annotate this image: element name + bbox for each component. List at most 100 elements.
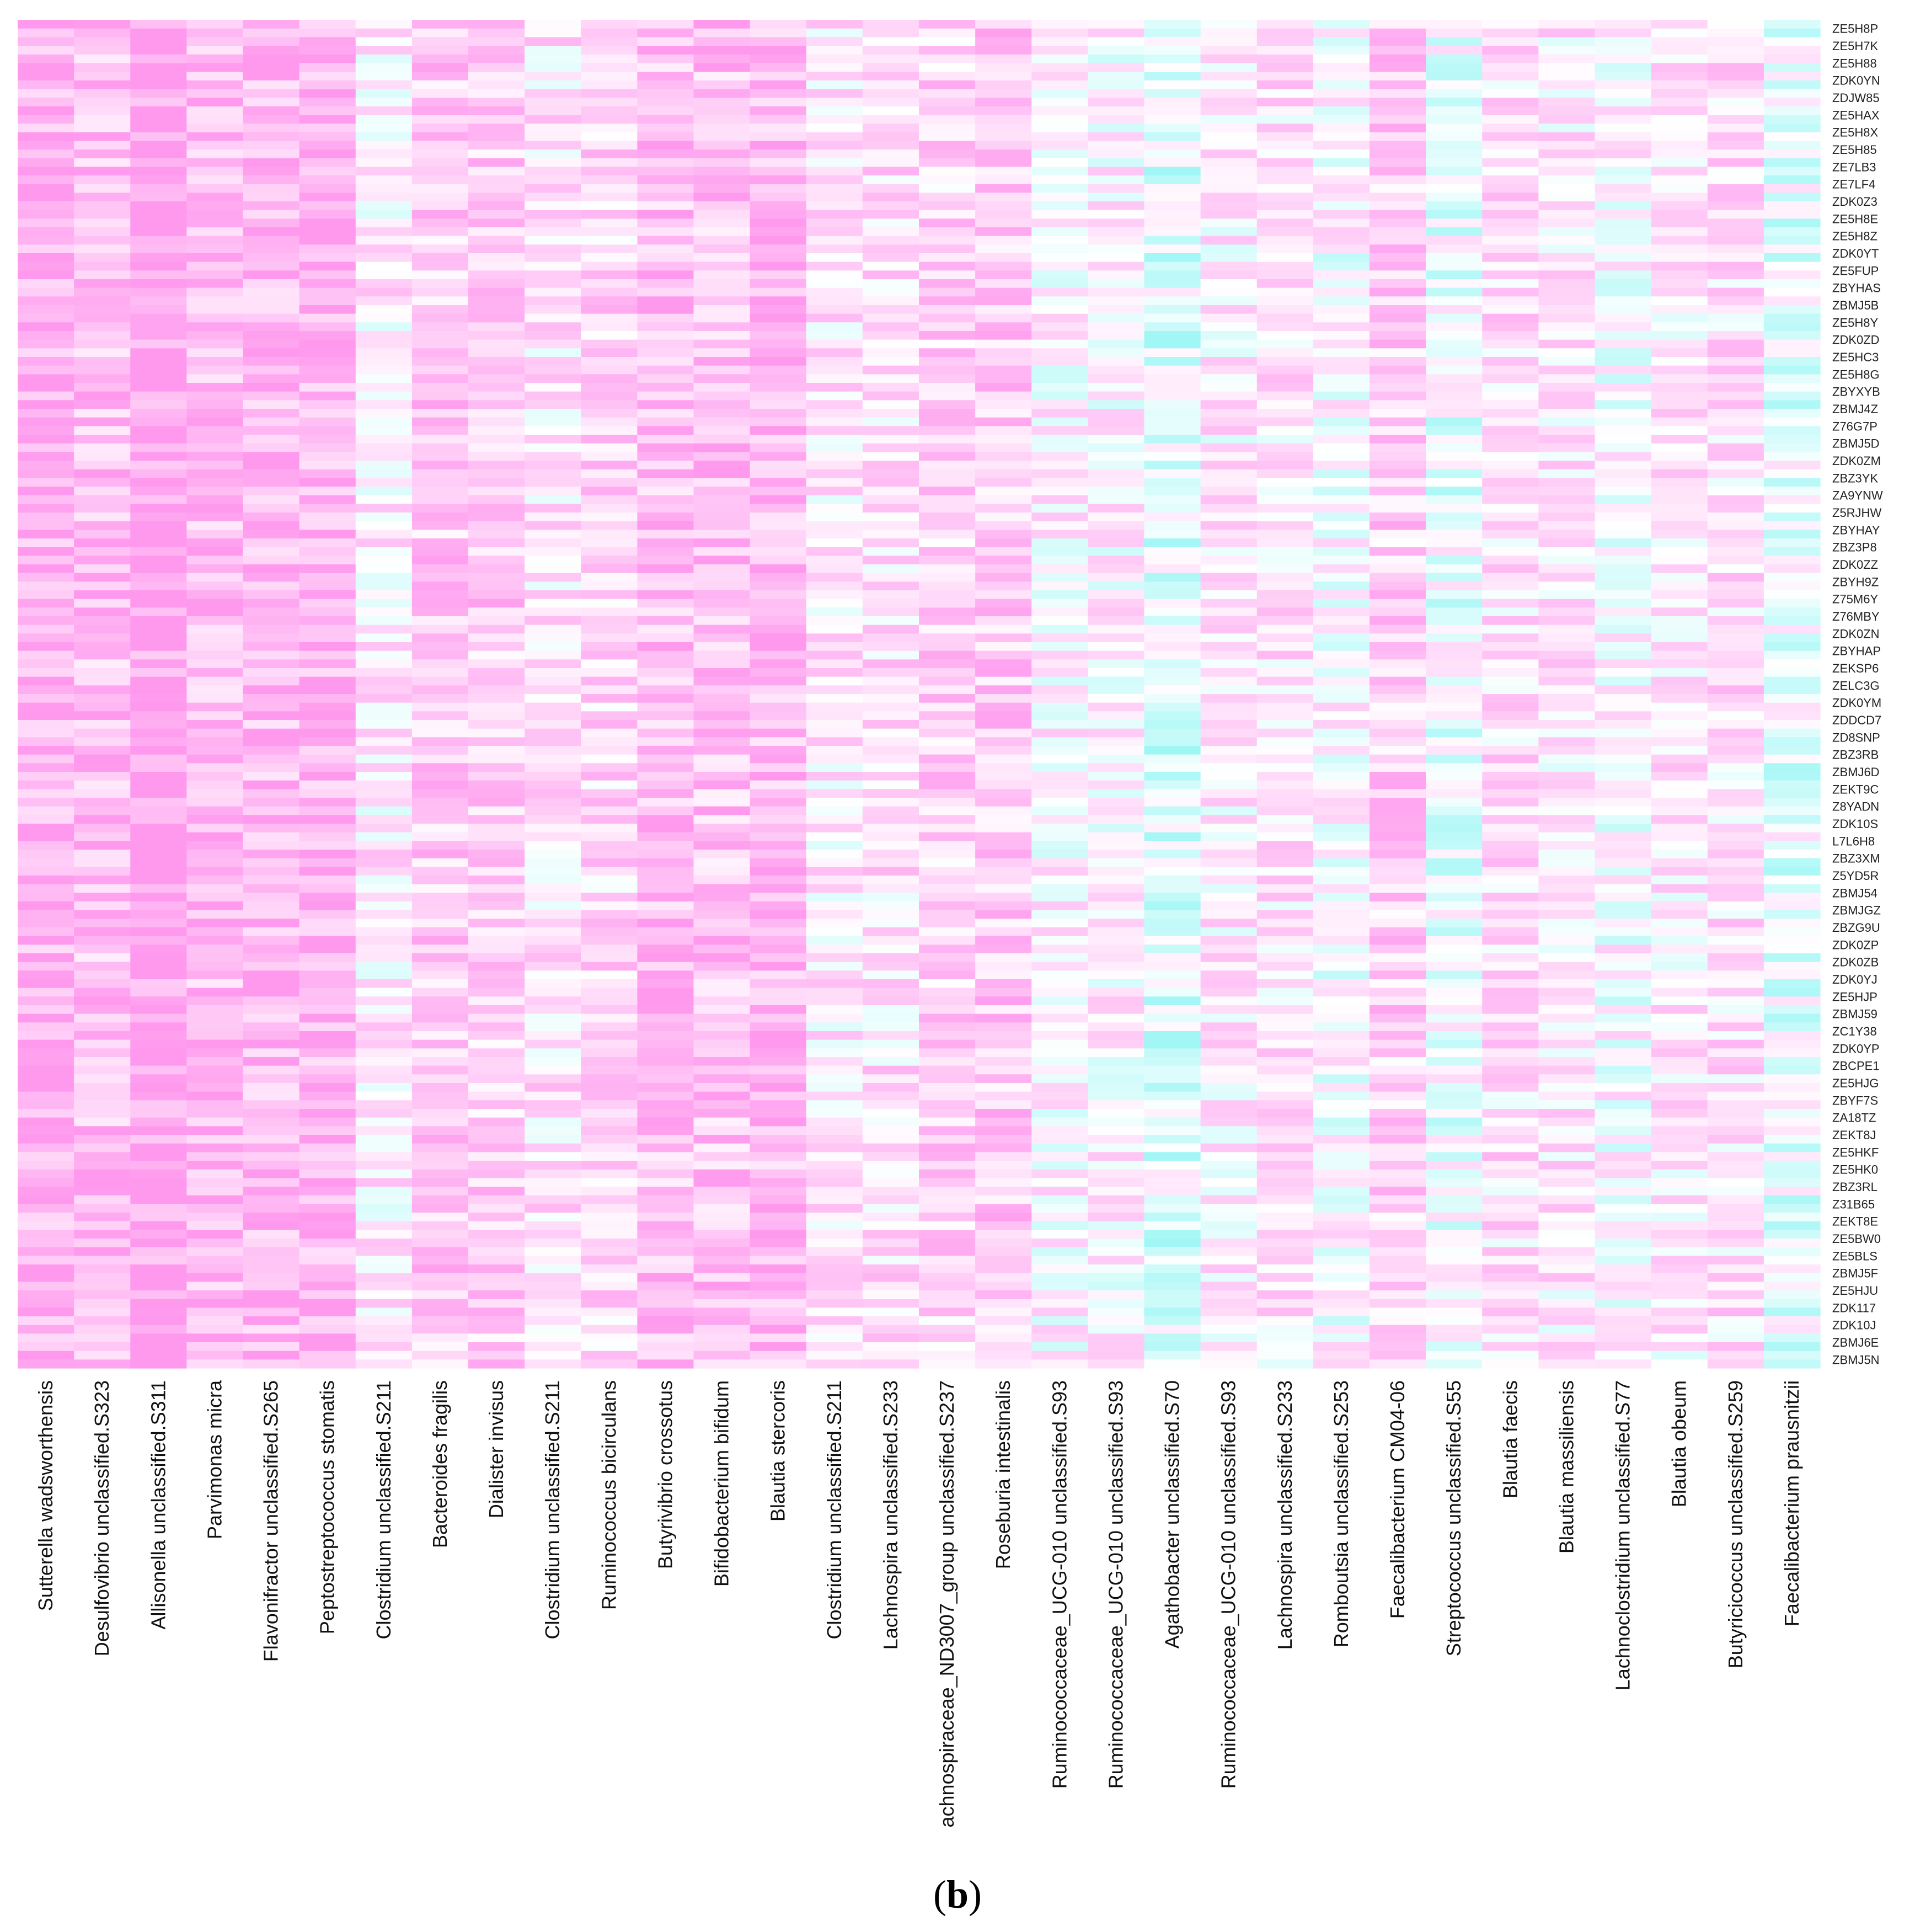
- heatmap-cell: [637, 478, 694, 487]
- heatmap-cell: [355, 1048, 413, 1058]
- heatmap-cell: [243, 417, 300, 426]
- heatmap-cell: [468, 944, 525, 954]
- heatmap-cell: [468, 201, 525, 211]
- heatmap-cell: [243, 867, 300, 876]
- heatmap-cell: [74, 1117, 131, 1127]
- heatmap-cell: [1707, 98, 1764, 107]
- heatmap-cell: [1370, 530, 1426, 539]
- heatmap-cell: [1482, 1031, 1539, 1040]
- heatmap-cell: [1763, 348, 1821, 357]
- heatmap-cell: [299, 1316, 356, 1326]
- heatmap-cell: [1144, 910, 1201, 919]
- heatmap-cell: [637, 28, 694, 38]
- heatmap-cell: [1651, 1126, 1708, 1135]
- heatmap-cell: [750, 227, 807, 237]
- heatmap-cell: [862, 37, 919, 46]
- heatmap-cell: [1482, 711, 1539, 721]
- heatmap-cell: [1144, 564, 1201, 574]
- heatmap-cell: [1370, 1187, 1426, 1196]
- heatmap-cell: [1370, 668, 1426, 677]
- heatmap-cell: [186, 685, 244, 695]
- heatmap-cell: [355, 676, 413, 686]
- heatmap-cell: [411, 988, 469, 997]
- heatmap-cell: [1707, 158, 1764, 167]
- heatmap-cell: [1031, 832, 1088, 841]
- heatmap-cell: [243, 1022, 300, 1032]
- heatmap-cell: [243, 478, 300, 487]
- heatmap-cell: [130, 530, 187, 539]
- heatmap-cell: [1144, 798, 1201, 807]
- heatmap-cell: [299, 625, 356, 634]
- heatmap-cell: [1707, 331, 1764, 340]
- heatmap-cell: [130, 124, 187, 133]
- heatmap-cell: [862, 1273, 919, 1282]
- heatmap-cell: [1313, 244, 1370, 254]
- heatmap-cell: [243, 876, 300, 885]
- heatmap-cell: [1595, 1065, 1652, 1075]
- heatmap-cell: [1144, 702, 1201, 712]
- heatmap-cell: [1538, 383, 1596, 392]
- heatmap-cell: [243, 1256, 300, 1265]
- heatmap-cell: [74, 685, 131, 695]
- heatmap-cell: [806, 175, 863, 185]
- heatmap-cell: [975, 513, 1032, 522]
- heatmap-cell: [299, 80, 356, 89]
- heatmap-cell: [74, 650, 131, 660]
- heatmap-cell: [1651, 1290, 1708, 1300]
- heatmap-cell: [186, 564, 244, 574]
- heatmap-cell: [243, 132, 300, 141]
- heatmap-cell: [637, 141, 694, 150]
- heatmap-cell: [975, 150, 1032, 159]
- heatmap-cell: [18, 1178, 74, 1187]
- heatmap-cell: [975, 1299, 1032, 1308]
- heatmap-cell: [1256, 1057, 1314, 1066]
- heatmap-cell: [18, 495, 74, 504]
- heatmap-cell: [1482, 417, 1539, 426]
- heatmap-cell: [1482, 37, 1539, 46]
- heatmap-cell: [1482, 970, 1539, 980]
- heatmap-cell: [411, 616, 469, 626]
- heatmap-cell: [1426, 20, 1483, 29]
- heatmap-cell: [806, 780, 863, 789]
- heatmap-cell: [186, 513, 244, 522]
- heatmap-cell: [1426, 452, 1483, 461]
- heatmap-cell: [468, 124, 525, 133]
- heatmap-cell: [1256, 694, 1314, 703]
- heatmap-cell: [919, 650, 976, 660]
- heatmap-cell: [693, 1204, 751, 1213]
- heatmap-cell: [1313, 936, 1370, 945]
- heatmap-cell: [806, 469, 863, 478]
- heatmap-cell: [1763, 1031, 1821, 1040]
- heatmap-cell: [1538, 253, 1596, 263]
- heatmap-cell: [806, 210, 863, 219]
- heatmap-cell: [862, 253, 919, 263]
- heatmap-cell: [1595, 581, 1652, 591]
- heatmap-cell: [1370, 901, 1426, 911]
- heatmap-cell: [581, 616, 638, 626]
- heatmap-cell: [1595, 469, 1652, 478]
- heatmap-cell: [299, 867, 356, 876]
- heatmap-cell: [1200, 1057, 1258, 1066]
- heatmap-cell: [1707, 1126, 1764, 1135]
- heatmap-cell: [637, 789, 694, 798]
- heatmap-cell: [186, 287, 244, 297]
- heatmap-cell: [411, 919, 469, 928]
- heatmap-cell: [1538, 1178, 1596, 1187]
- heatmap-cell: [18, 884, 74, 893]
- heatmap-cell: [750, 1239, 807, 1248]
- heatmap-cell: [1595, 841, 1652, 850]
- heatmap-cell: [1426, 106, 1483, 115]
- heatmap-cell: [1426, 89, 1483, 98]
- heatmap-cell: [806, 1152, 863, 1161]
- heatmap-cell: [468, 1022, 525, 1032]
- heatmap-cell: [637, 54, 694, 63]
- heatmap-cell: [862, 72, 919, 81]
- heatmap-cell: [1707, 261, 1764, 271]
- heatmap-cell: [862, 1264, 919, 1274]
- heatmap-cell: [355, 841, 413, 850]
- heatmap-cell: [411, 893, 469, 902]
- heatmap-cell: [243, 495, 300, 504]
- heatmap-cell: [299, 487, 356, 496]
- heatmap-cell: [355, 487, 413, 496]
- heatmap-cell: [299, 633, 356, 643]
